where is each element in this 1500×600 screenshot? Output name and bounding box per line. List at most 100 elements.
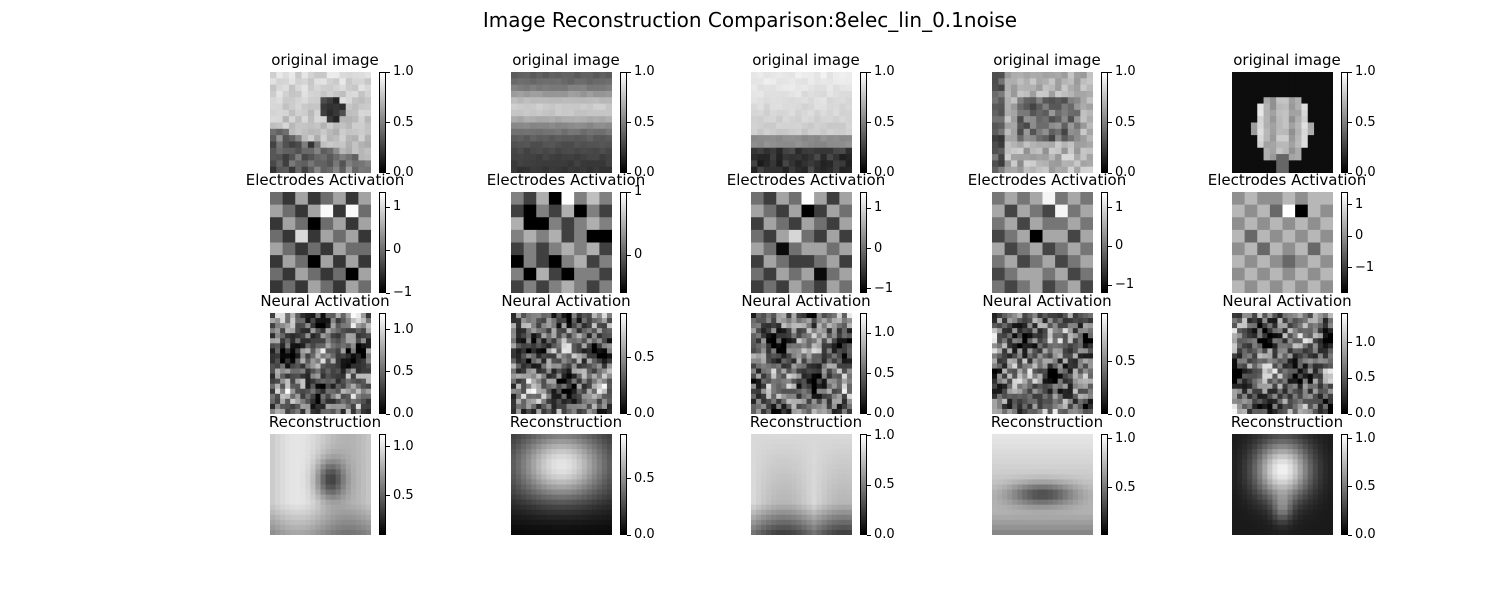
- heatmap-cell: [992, 97, 999, 105]
- heatmap-cell: [280, 333, 286, 339]
- heatmap-cell: [517, 154, 525, 161]
- heatmap-cell: [606, 313, 612, 319]
- heatmap-cell: [574, 217, 588, 231]
- heatmap-cell: [791, 529, 798, 535]
- heatmap-cell: [1080, 90, 1088, 98]
- heatmap-cell: [523, 103, 531, 111]
- heatmap-cell: [295, 403, 301, 410]
- heatmap-cell: [586, 479, 593, 486]
- heatmap-cell: [330, 464, 337, 470]
- heatmap-cell: [511, 378, 517, 385]
- colorbar-tick-label: 0.0: [1355, 406, 1376, 421]
- heatmap-cell: [586, 280, 600, 293]
- heatmap-cell: [826, 122, 834, 130]
- heatmap-cell: [1314, 97, 1321, 105]
- heatmap-cell: [788, 267, 803, 281]
- heatmap-cell: [756, 509, 762, 516]
- heatmap-cell: [806, 439, 813, 445]
- heatmap-cell: [845, 78, 852, 86]
- colorbar-tick: [867, 207, 871, 209]
- heatmap-cell: [315, 353, 322, 360]
- heatmap-cell: [1295, 280, 1309, 293]
- heatmap-cell: [340, 358, 347, 365]
- heatmap-cell: [1301, 141, 1309, 149]
- heatmap-cell: [335, 368, 342, 375]
- heatmap-cell: [566, 509, 573, 516]
- heatmap-cell: [275, 509, 281, 516]
- heatmap-cell: [796, 444, 803, 450]
- heatmap-cell: [831, 514, 838, 521]
- heatmap-cell: [1067, 383, 1074, 390]
- heatmap-cell: [796, 363, 803, 370]
- heatmap-cell: [531, 494, 537, 501]
- heatmap-cell: [282, 267, 296, 281]
- heatmap-cell: [288, 97, 296, 105]
- heatmap-cell: [1232, 388, 1238, 395]
- heatmap-cell: [561, 135, 569, 143]
- heatmap-cell: [605, 135, 612, 143]
- heatmap-cell: [305, 313, 311, 319]
- heatmap-cell: [761, 323, 767, 329]
- heatmap-cell: [1032, 353, 1039, 360]
- heatmap-cell: [1312, 383, 1319, 390]
- heatmap-cell: [566, 318, 573, 324]
- heatmap-cell: [541, 378, 547, 385]
- heatmap-cell: [310, 514, 317, 521]
- heatmap-cell: [561, 494, 568, 501]
- heatmap-cell: [826, 192, 840, 206]
- heatmap-cell: [300, 403, 306, 410]
- heatmap-cell: [599, 242, 612, 256]
- heatmap-cell: [551, 524, 558, 531]
- heatmap-cell: [270, 358, 276, 365]
- heatmap-cell: [751, 333, 757, 339]
- heatmap-cell: [571, 398, 578, 405]
- heatmap-cell: [1327, 393, 1333, 400]
- heatmap-cell: [555, 154, 563, 161]
- heatmap-cell: [561, 323, 568, 329]
- heatmap-cell: [831, 348, 838, 354]
- heatmap-cell: [561, 242, 575, 256]
- heatmap-cell: [1269, 78, 1277, 86]
- heatmap-cell: [275, 479, 281, 486]
- heatmap-cell: [340, 434, 347, 440]
- heatmap-cell: [561, 373, 568, 380]
- heatmap-cell: [1257, 398, 1263, 405]
- heatmap-cell: [826, 116, 834, 124]
- heatmap-cell: [567, 90, 575, 98]
- heatmap-cell: [766, 398, 772, 405]
- heatmap-cell: [285, 393, 291, 400]
- heatmap-cell: [1327, 383, 1333, 390]
- heatmap-cell: [1282, 109, 1290, 117]
- colorbar: [1101, 72, 1108, 173]
- heatmap-cell: [536, 313, 542, 319]
- colorbar: [379, 72, 386, 173]
- heatmap-cell: [591, 464, 598, 470]
- heatmap-cell: [295, 267, 309, 281]
- heatmap-cell: [571, 439, 578, 445]
- heatmap-cell: [1282, 373, 1289, 380]
- heatmap-cell: [831, 469, 838, 475]
- heatmap-cell: [350, 343, 357, 349]
- heatmap-cell: [796, 479, 803, 486]
- heatmap-cell: [841, 464, 848, 470]
- heatmap-cell: [821, 434, 828, 440]
- heatmap-cell: [1287, 373, 1294, 380]
- heatmap-cell: [1029, 78, 1037, 86]
- heatmap-cell: [300, 434, 306, 440]
- heatmap-cell: [1010, 97, 1018, 105]
- heatmap-cell: [556, 368, 563, 375]
- heatmap-cell: [295, 333, 301, 339]
- heatmap-cell: [345, 378, 352, 385]
- heatmap-cell: [551, 348, 558, 354]
- heatmap-cell: [1029, 160, 1037, 168]
- heatmap-cell: [771, 509, 777, 516]
- heatmap-cell: [586, 338, 593, 344]
- heatmap-cell: [1067, 388, 1074, 395]
- heatmap-cell: [1067, 78, 1075, 86]
- heatmap-cell: [340, 318, 347, 324]
- heatmap-cell: [335, 439, 342, 445]
- heatmap-cell: [546, 398, 552, 405]
- heatmap-cell: [345, 280, 359, 293]
- heatmap-cell: [796, 353, 803, 360]
- heatmap-cell: [831, 504, 838, 511]
